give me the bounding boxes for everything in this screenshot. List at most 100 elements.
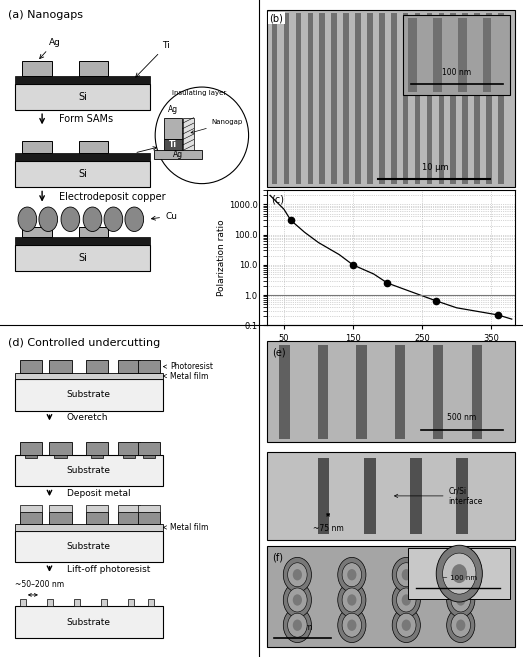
Bar [20,512,42,524]
Circle shape [451,564,467,583]
Bar [308,13,313,184]
Text: Form SAMs: Form SAMs [59,114,113,124]
Bar [472,344,482,439]
Bar [486,13,492,184]
Text: Ag: Ag [40,38,60,58]
Bar [15,237,150,245]
Bar [283,13,289,184]
Bar [15,373,163,379]
Circle shape [447,557,475,592]
Text: Lift-off photoresist: Lift-off photoresist [67,565,150,574]
Circle shape [392,608,420,643]
Bar [408,549,510,599]
Text: ~50–200 nm: ~50–200 nm [15,580,64,589]
Text: Electrodeposit copper: Electrodeposit copper [59,191,166,202]
Bar [439,13,444,184]
Circle shape [392,557,420,592]
Bar [15,455,163,486]
Circle shape [456,595,465,606]
Bar [355,13,361,184]
Circle shape [347,595,357,606]
Circle shape [342,613,361,637]
Bar [391,13,396,184]
Bar [267,342,515,442]
Bar [395,344,405,439]
Text: Substrate: Substrate [67,466,111,475]
Bar [450,13,456,184]
Circle shape [442,553,476,594]
Text: 100 nm: 100 nm [442,68,471,77]
Bar [50,512,72,524]
Text: Cr/Si
interface: Cr/Si interface [394,486,483,506]
Bar [118,505,140,512]
Circle shape [61,207,79,231]
Circle shape [125,207,144,231]
Bar [456,458,468,533]
Bar [20,360,42,373]
Bar [15,76,150,84]
Bar [22,141,52,153]
Bar [410,458,422,533]
Circle shape [447,608,475,643]
Bar [15,379,163,411]
Circle shape [338,583,366,618]
Circle shape [338,608,366,643]
Bar [15,245,150,271]
Text: Si: Si [78,253,87,263]
Bar [318,458,329,533]
Bar [79,141,108,153]
Circle shape [293,595,302,606]
Circle shape [18,207,37,231]
Bar [267,452,515,540]
Bar [15,153,150,161]
Text: Photoresist: Photoresist [163,362,213,371]
Circle shape [342,563,361,587]
Bar [123,453,135,458]
Text: (e): (e) [272,348,286,357]
Bar [483,18,492,91]
Bar [379,13,384,184]
Circle shape [447,583,475,618]
Text: Deposit metal: Deposit metal [67,489,130,498]
Bar [183,118,194,150]
Text: ~ 100 nm: ~ 100 nm [442,576,477,581]
Bar [15,531,163,562]
Bar [164,118,182,139]
Circle shape [402,595,411,606]
Bar [295,13,301,184]
Text: 500 nm: 500 nm [447,413,476,422]
Bar [118,512,140,524]
Circle shape [451,588,471,612]
Circle shape [83,207,102,231]
Circle shape [402,569,411,580]
Bar [356,344,367,439]
Text: (b): (b) [269,13,283,23]
Bar [50,442,72,455]
Text: Si: Si [78,92,87,102]
Bar [15,524,163,531]
Circle shape [283,557,312,592]
Circle shape [456,569,465,580]
Circle shape [342,588,361,612]
Text: Substrate: Substrate [67,390,111,399]
Bar [54,453,66,458]
Bar [79,61,108,76]
Bar [92,453,104,458]
Text: Cu: Cu [152,212,177,221]
Bar [101,599,107,606]
Bar [148,599,154,606]
Bar [154,150,202,160]
Text: Substrate: Substrate [67,542,111,551]
Circle shape [338,557,366,592]
Bar [15,84,150,110]
Circle shape [396,613,416,637]
Bar [15,161,150,187]
Bar [79,227,108,237]
Bar [427,13,433,184]
Text: (d) Controlled undercutting: (d) Controlled undercutting [8,338,160,348]
Circle shape [283,583,312,618]
Bar [143,453,155,458]
Bar [343,13,349,184]
Bar [138,512,160,524]
Bar [22,227,52,237]
